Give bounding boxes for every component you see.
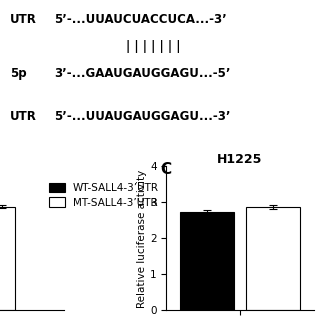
Text: UTR: UTR [10, 110, 36, 123]
Text: C: C [160, 162, 171, 177]
Bar [0, 207, 15, 310]
Text: 3’-...GAAUGAUGGAGU...-5’: 3’-...GAAUGAUGGAGU...-5’ [54, 67, 231, 80]
Text: | | | | | | |: | | | | | | | [126, 40, 181, 53]
Text: 5’-...UUAUCUACCUCA...-3’: 5’-...UUAUCUACCUCA...-3’ [54, 13, 227, 27]
Text: 5’-...UUAUGAUGGAGU...-3’: 5’-...UUAUGAUGGAGU...-3’ [54, 110, 231, 123]
Bar [246, 207, 300, 310]
Text: 5p: 5p [10, 67, 26, 80]
Legend: WT-SALL4-3’UTR, MT-SALL4-3’UTR: WT-SALL4-3’UTR, MT-SALL4-3’UTR [47, 181, 161, 210]
Y-axis label: Relative luciferase activity: Relative luciferase activity [137, 169, 147, 308]
Bar [180, 212, 234, 310]
Text: UTR: UTR [10, 13, 36, 27]
Title: H1225: H1225 [217, 153, 263, 166]
